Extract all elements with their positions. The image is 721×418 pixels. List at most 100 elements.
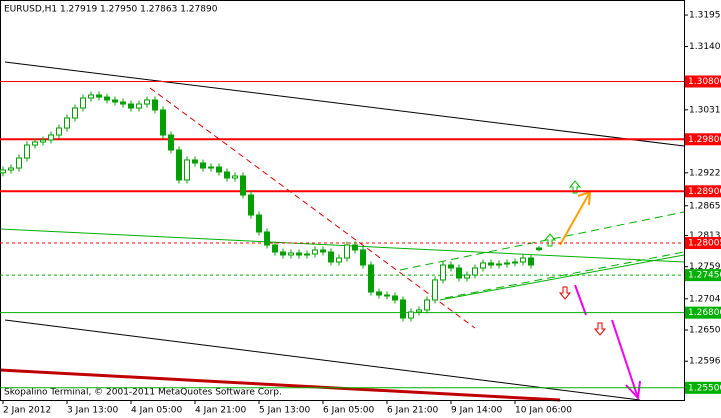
y-tick-label: 1.28135 xyxy=(689,231,721,241)
candle-body xyxy=(392,295,398,301)
candle-body xyxy=(408,311,414,319)
candle-body xyxy=(272,244,278,253)
x-tick-label: 10 Jan 06:00 xyxy=(515,406,572,416)
trend-line xyxy=(0,368,561,402)
candle-body xyxy=(296,252,302,256)
candle-body xyxy=(376,291,382,296)
candle-body xyxy=(512,261,518,264)
candle-body xyxy=(536,247,542,251)
level-label-box xyxy=(685,306,721,319)
candle-body xyxy=(8,167,14,171)
level-label: 1.30800 xyxy=(688,77,721,87)
candle-body xyxy=(384,294,390,297)
candle-body xyxy=(264,231,270,246)
trend-line xyxy=(439,254,685,301)
candle-body xyxy=(160,109,166,136)
candle-body xyxy=(320,249,326,253)
candle-body xyxy=(240,175,246,196)
x-tick-label: 4 Jan 21:00 xyxy=(195,406,247,416)
x-tick-label: 4 Jan 05:00 xyxy=(131,406,183,416)
candle-body xyxy=(80,97,86,109)
candle-body xyxy=(168,134,174,151)
candle-body xyxy=(528,257,534,266)
candle-body xyxy=(448,264,454,269)
candle-body xyxy=(256,214,262,233)
x-tick-label: 3 Jan 13:00 xyxy=(67,406,119,416)
level-label-box xyxy=(685,269,721,282)
candle-body xyxy=(440,264,446,281)
candle-body xyxy=(152,99,158,111)
level-label-box xyxy=(685,133,721,146)
candle-body xyxy=(472,267,478,276)
y-tick-label: 1.28650 xyxy=(689,201,721,211)
candle-body xyxy=(496,263,502,266)
candle-body xyxy=(136,103,142,109)
candle-body xyxy=(400,299,406,319)
trend-line xyxy=(4,319,641,401)
level-label-box xyxy=(685,237,721,250)
y-tick-label: 1.31950 xyxy=(689,11,721,21)
candle-body xyxy=(480,262,486,269)
level-label-box xyxy=(685,185,721,198)
x-tick-label: 5 Jan 13:00 xyxy=(259,406,311,416)
candle-body xyxy=(504,262,510,265)
candle-body xyxy=(216,166,222,173)
level-label: 1.29800 xyxy=(688,135,721,145)
down-arrow xyxy=(593,322,607,336)
level-label-box xyxy=(685,75,721,88)
candle-body xyxy=(88,94,94,99)
x-tick-label: 6 Jan 21:00 xyxy=(387,406,439,416)
candle-body xyxy=(32,141,38,146)
level-label: 1.28005 xyxy=(688,239,721,249)
candle-body xyxy=(200,162,206,169)
level-label: 1.25500 xyxy=(688,383,721,393)
candle-body xyxy=(40,139,46,143)
candle-body xyxy=(288,252,294,256)
arrow xyxy=(559,191,591,246)
candle-body xyxy=(304,253,310,256)
candle-body xyxy=(16,157,22,169)
candle-body xyxy=(488,262,494,266)
trend-line xyxy=(149,87,476,329)
trend-line xyxy=(0,228,685,263)
y-tick-label: 1.25960 xyxy=(689,357,721,367)
candle-body xyxy=(96,94,102,98)
y-tick-label: 1.26500 xyxy=(689,326,721,336)
candle-body xyxy=(368,264,374,293)
footer: Skopalino Terminal, © 2001-2011 MetaQuot… xyxy=(4,388,282,398)
level-label-box xyxy=(685,381,721,394)
drawn-objects xyxy=(0,61,685,402)
candle-body xyxy=(360,249,366,266)
candle-body xyxy=(416,309,422,313)
candle-body xyxy=(184,159,190,181)
candle-body xyxy=(280,251,286,256)
x-tick-label: 2 Jan 2012 xyxy=(3,406,51,416)
candle-body xyxy=(56,127,62,136)
plot-frame xyxy=(0,0,685,401)
y-tick-label: 1.27040 xyxy=(689,294,721,304)
candle-body xyxy=(520,257,526,263)
x-tick-label: 9 Jan 14:00 xyxy=(451,406,503,416)
chart-title: EURUSD,H1 1.27919 1.27950 1.27863 1.2789… xyxy=(4,5,218,15)
y-tick-label: 1.30310 xyxy=(689,105,721,115)
x-tick-label: 6 Jan 05:00 xyxy=(323,406,375,416)
arrow-head xyxy=(625,380,641,401)
arrow xyxy=(611,319,639,399)
up-arrow xyxy=(543,233,557,247)
candle-body xyxy=(464,274,470,279)
candle-body xyxy=(344,244,350,259)
candle-body xyxy=(424,299,430,311)
candle-body xyxy=(208,166,214,169)
candle-body xyxy=(120,101,126,105)
channel-line xyxy=(399,211,685,271)
y-tick-label: 1.29220 xyxy=(689,168,721,178)
candle-body xyxy=(64,117,70,129)
candle-body xyxy=(312,249,318,255)
trend-line xyxy=(4,61,685,147)
candle-body xyxy=(128,103,134,109)
y-tick-label: 1.31405 xyxy=(689,42,721,52)
candle-body xyxy=(48,134,54,141)
candle-body xyxy=(336,257,342,263)
candle-body xyxy=(72,107,78,119)
